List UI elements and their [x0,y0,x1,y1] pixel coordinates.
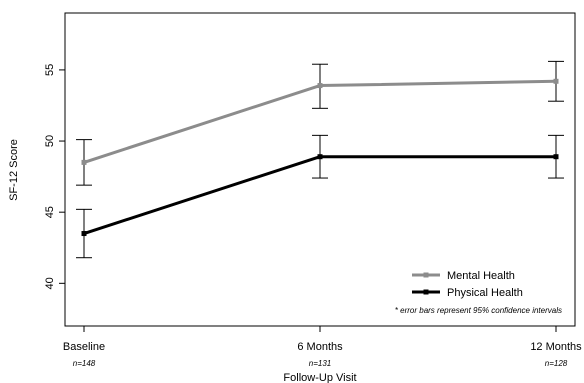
legend: Mental Health Physical Health * error ba… [395,270,562,315]
x-tick-label: 12 Months [530,341,582,353]
legend-marker-physical-health [423,289,429,295]
data-point-mental-health [317,83,323,89]
legend-label-mental-health: Mental Health [447,270,515,282]
x-tick-label: Baseline [63,341,105,353]
x-axis-title: Follow-Up Visit [283,372,356,383]
y-tick-label: 55 [44,64,56,76]
data-point-mental-health [81,159,87,165]
x-tick-label: 6 Months [297,341,343,353]
legend-label-physical-health: Physical Health [447,287,523,299]
x-sample-size-label: n=128 [545,359,568,368]
y-tick-label: 45 [44,206,56,218]
data-point-mental-health [553,78,559,84]
confidence-interval-note: * error bars represent 95% confidence in… [395,306,562,315]
x-axis: Baseline n=148 6 Months n=131 12 Months n=128 [63,326,582,368]
x-sample-size-label: n=148 [73,359,96,368]
x-sample-size-label: n=131 [309,359,331,368]
y-tick-label: 40 [44,277,56,289]
y-tick-label: 50 [44,135,56,147]
y-axis-title: SF-12 Score [8,139,20,201]
data-point-physical-health [81,231,87,237]
data-point-physical-health [317,154,323,160]
series-layer [76,60,564,259]
data-point-physical-health [553,154,559,160]
legend-marker-mental-health [423,272,429,278]
y-axis: 40 45 50 55 [44,64,65,289]
